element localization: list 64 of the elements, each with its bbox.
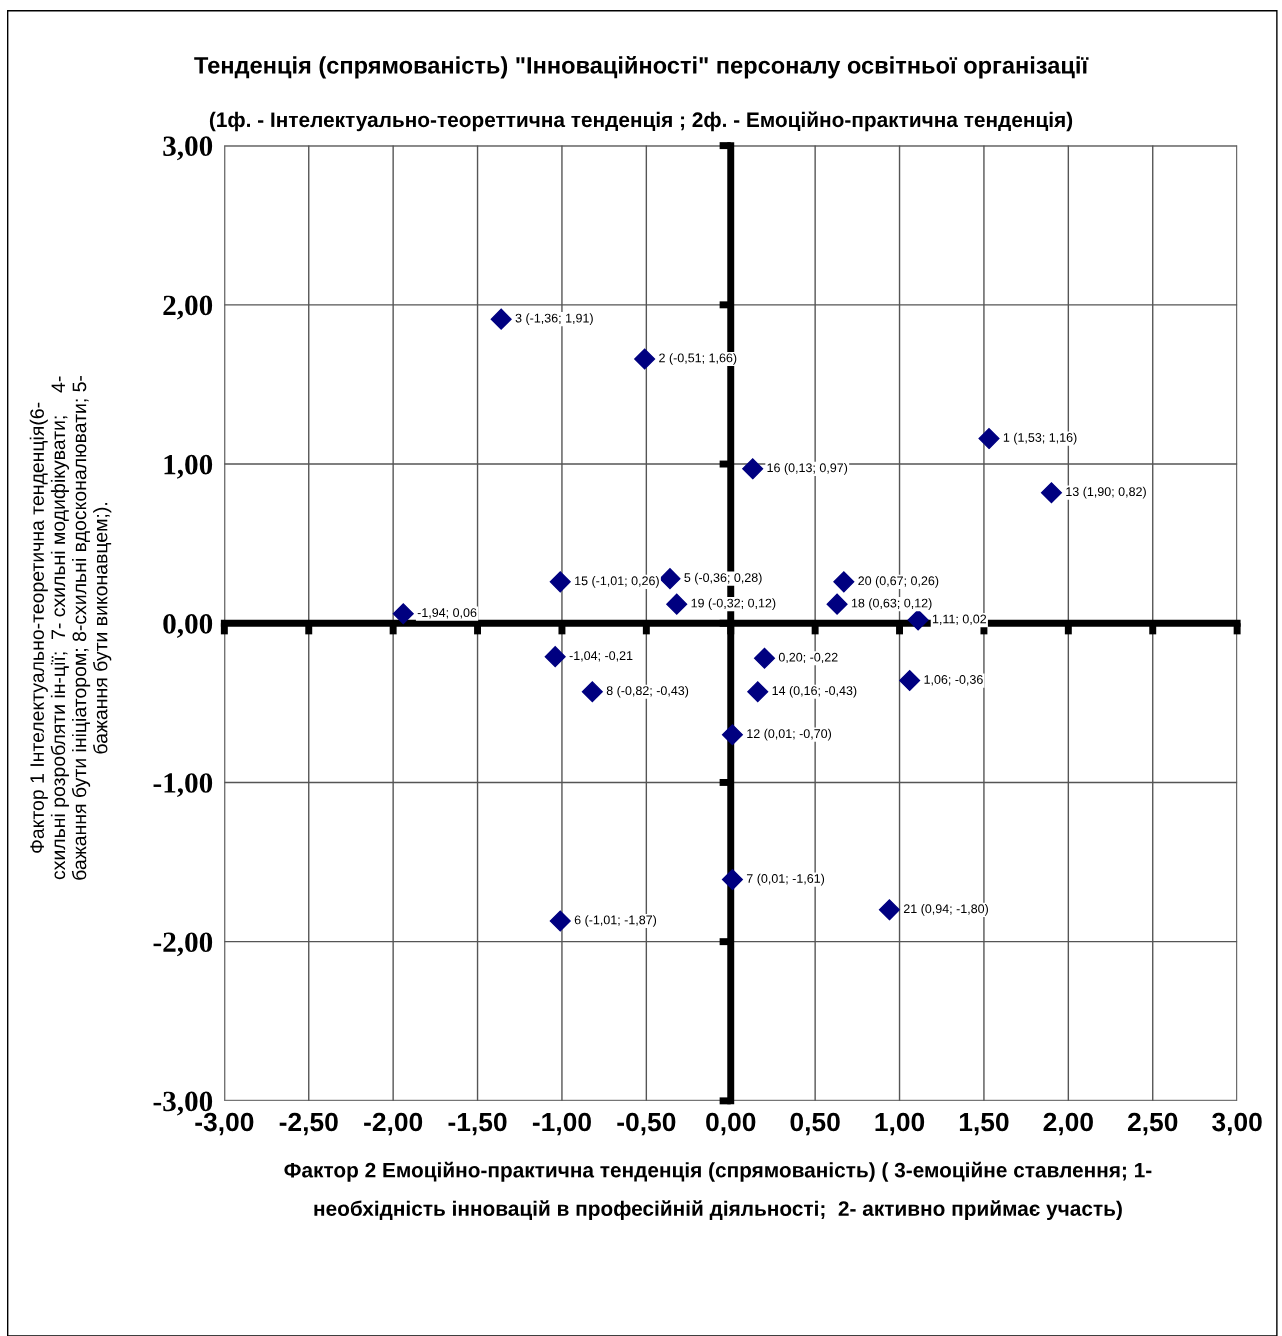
annotation: 3 (-1,36; 1,91) [515,313,593,325]
x-tick-label: 1,00 [875,1112,925,1136]
annotation: 1 (1,53; 1,16) [1003,432,1077,445]
point [666,593,688,615]
y-tick-label: -2,00 [153,932,213,957]
point [544,646,566,668]
x-axis-title: Фактор 2 Емоційно-практична тенденція (спрямованість) ( 3-емоційне ставлення; 1- необхідність інновацій в професійній діяльності; 2- активно приймає участь) [284,1161,1152,1221]
annotation: 15 (-1,01; 0,26) [575,576,659,588]
point [549,910,571,932]
x-tick-label: 3,00 [1212,1112,1262,1136]
point [1040,482,1062,504]
annotation: 13 (1,90; 0,82) [1066,486,1146,499]
point [833,571,855,593]
annotation: -1,04; -0,21 [569,651,633,662]
x-tick-label: -1,50 [448,1112,507,1136]
x-tick-label: 2,50 [1127,1112,1178,1136]
annotation: 19 (-0,32; 0,12) [691,598,776,610]
annotation: 1,06; -0,36 [924,675,983,686]
y-tick-label: 2,00 [163,295,213,320]
annotation: 18 (0,63; 0,12) [851,598,932,610]
point [978,428,1000,450]
point [753,647,776,669]
point [659,568,681,590]
x-tick-label: 2,00 [1043,1112,1093,1136]
x-tick-label: 0,50 [790,1112,840,1136]
point [490,308,512,330]
point [742,458,764,480]
y-tick-label: 0,00 [163,613,213,638]
annotation: 16 (0,13; 0,97) [767,462,848,475]
point [549,571,571,593]
chart-subtitle: (1ф. - Інтелектуально-теореттична тенденція ; 2ф. - Емоційно-практична тенденція) [209,111,1073,132]
annotation: 12 (0,01; -0,70) [747,728,832,741]
point [581,681,603,703]
annotation: 2 (-0,51; 1,66) [659,353,737,365]
chart-title: Тенденція (спрямованість) "Інноваційності" персоналу освітньої організації [194,55,1089,79]
x-tick-label: -0,50 [617,1112,676,1136]
y-axis-title: Фактор 1 Інтелектуально-теоретична тенденція(6- схильні розробляти ін-ції; 7- схильні модифікувати; 4- бажання бути ініціатором; 8-схильні вдосконалювати; 5- бажання бути виконавцем;). [29,375,112,880]
annotation: 5 (-0,36; 0,28) [684,572,762,585]
point [747,681,769,703]
x-tick-label: 0,00 [706,1112,756,1136]
annotation: -1,94; 0,06 [417,608,477,619]
y-tick-label: 3,00 [163,136,213,161]
y-tick-label: -1,00 [153,773,213,798]
point [392,603,414,625]
point [721,724,743,746]
point [899,670,921,692]
annotation: 6 (-1,01; -1,87) [574,915,657,927]
x-tick-label: 1,50 [959,1112,1009,1136]
annotation: 14 (0,16; -0,43) [772,685,857,698]
point [907,609,929,631]
x-tick-label: -1,00 [532,1112,591,1136]
annotation: 8 (-0,82; -0,43) [606,685,689,698]
annotation: 7 (0,01; -1,61) [746,873,825,886]
point [878,899,900,921]
annotation: 20 (0,67; 0,26) [858,576,939,588]
annotation: 0,20; -0,22 [778,652,838,664]
point [721,869,743,891]
point [634,348,656,370]
annotation: 1,11; 0,02 [932,614,987,625]
x-tick-label: -2,50 [279,1112,338,1136]
point [826,593,848,615]
x-tick-label: -2,00 [364,1112,423,1136]
annotation: 21 (0,94; -1,80) [903,903,988,916]
y-tick-label: 1,00 [164,454,213,479]
